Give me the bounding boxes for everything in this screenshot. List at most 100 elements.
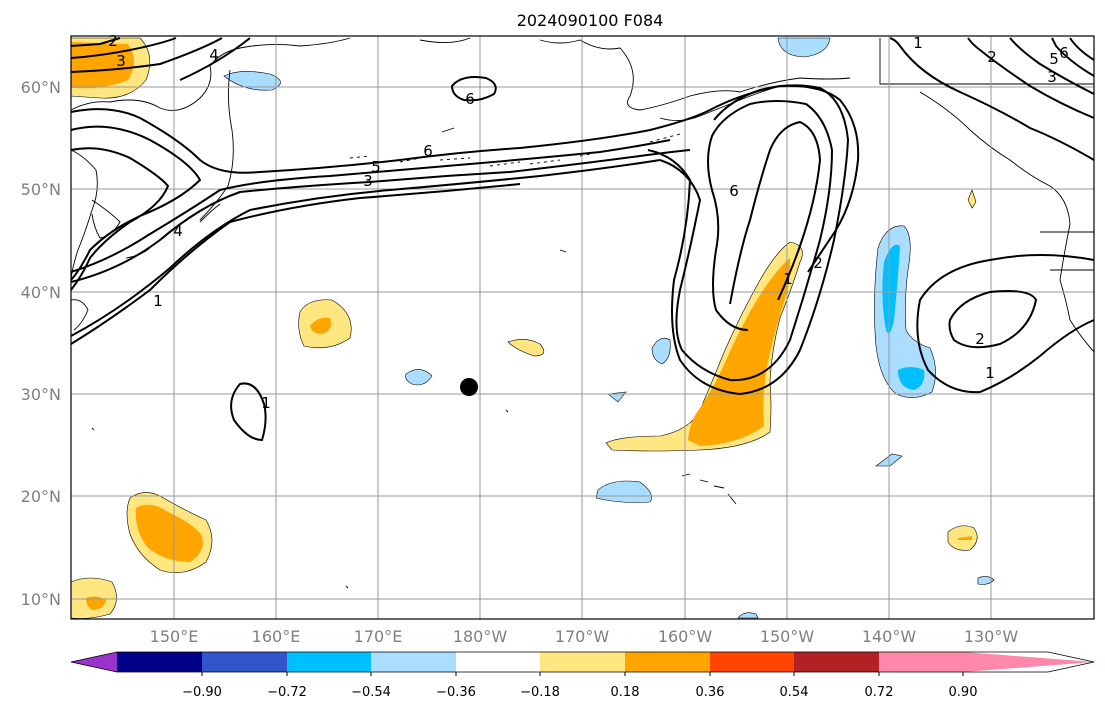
colorbar-tick-label: −0.90: [182, 685, 222, 700]
negative-anomaly-area: [977, 576, 995, 585]
sakhalin-coast: [70, 149, 98, 281]
colorbar-outline: [70, 651, 1095, 673]
contour-label: 5: [371, 158, 381, 176]
positive-anomaly-area: [507, 339, 545, 357]
map-frame: [70, 35, 1095, 620]
colorbar-extend-low: [71, 652, 117, 672]
contour-label: 3: [1047, 68, 1057, 86]
map-panel: 2 3 4 6 6 5 3 4 1 1 6 2 1 2 1 1 2 3 5 6: [70, 32, 1095, 620]
shaded-field: [70, 37, 995, 619]
contour-label: 6: [423, 142, 433, 160]
japan-coast: [70, 299, 89, 331]
contour-line: [729, 120, 822, 305]
contours: [70, 37, 1095, 442]
positive-anomaly-core: [310, 317, 331, 334]
colorbar-swatch: [456, 652, 540, 672]
contour-line: [230, 382, 267, 442]
lat-label: 10°N: [21, 590, 61, 609]
negative-anomaly-area: [651, 337, 671, 365]
contour-label: 1: [153, 292, 163, 310]
north-america-coast: [919, 91, 1095, 353]
contour-line: [948, 290, 1038, 349]
contour-label: 1: [783, 270, 793, 288]
alaska-coastline: [419, 37, 851, 111]
positive-anomaly-core: [958, 536, 972, 540]
lat-label: 40°N: [21, 283, 61, 302]
lat-label: 20°N: [21, 487, 61, 506]
positive-anomaly-core: [688, 258, 791, 446]
colorbar: −0.90 −0.72 −0.54 −0.36 −0.18 0.18 0.36 …: [70, 651, 1095, 700]
colorbar-tick-label: 0.54: [780, 685, 809, 700]
longitude-labels: 150°E 160°E 170°E 180°W 170°W 160°W 150°…: [150, 627, 1019, 646]
contour-label: 5: [1049, 50, 1059, 68]
contour-label: 6: [729, 182, 739, 200]
contour-label: 1: [913, 34, 923, 52]
contour-label-group: 2 3 4 6 6 5 3 4 1 1 6 2 1 2 1 1 2 3 5 6: [108, 32, 1069, 412]
colorbar-swatch: [371, 652, 456, 672]
contour-line: [70, 125, 202, 281]
contour-label: 4: [209, 46, 219, 64]
contour-label: 2: [987, 48, 997, 66]
colorbar-tick-label: −0.36: [436, 685, 476, 700]
contour-line: [70, 37, 121, 47]
contour-label: 6: [1059, 44, 1069, 62]
colorbar-swatch: [202, 652, 287, 672]
contour-label: 2: [813, 254, 823, 272]
positive-anomaly-core: [71, 42, 134, 89]
contour-line: [450, 76, 497, 102]
contour-line: [70, 84, 860, 273]
contour-line: [70, 183, 521, 345]
positive-anomaly-core: [135, 504, 203, 562]
colorbar-ticks: [201, 672, 964, 676]
colorbar-swatch: [625, 652, 710, 672]
negative-anomaly-area: [595, 480, 652, 503]
gridlines: [71, 36, 1094, 619]
lon-label: 130°W: [964, 627, 1019, 646]
contour-label: 6: [465, 90, 475, 108]
lon-label: 180°W: [453, 627, 508, 646]
negative-anomaly-area: [405, 369, 433, 386]
colorbar-tick-label: 0.18: [611, 685, 640, 700]
kamchatka-coastline: [70, 37, 351, 111]
negative-anomaly-area: [737, 612, 759, 619]
colorbar-swatch: [794, 652, 879, 672]
canada-border: [879, 38, 1094, 85]
colorbar-tick-label: −0.54: [351, 685, 391, 700]
contour-label: 1: [985, 364, 995, 382]
contour-line: [1051, 37, 1095, 77]
lon-label: 160°W: [658, 627, 713, 646]
colorbar-swatch: [879, 652, 963, 672]
colorbar-swatch: [117, 652, 202, 672]
contour-line: [70, 139, 671, 273]
lat-label: 60°N: [21, 78, 61, 97]
lon-label: 140°W: [862, 627, 917, 646]
hawaiian-islands: [681, 473, 737, 505]
contour-line: [179, 37, 251, 81]
negative-anomaly-core: [882, 244, 900, 334]
contour-label: 3: [363, 172, 373, 190]
alaska-peninsula: [659, 85, 781, 121]
contour-label: 1: [261, 394, 271, 412]
location-marker: [460, 378, 478, 396]
contour-line: [967, 37, 1095, 119]
positive-anomaly-core: [86, 596, 106, 610]
colorbar-tick-label: −0.18: [520, 685, 560, 700]
contour-line: [647, 84, 850, 396]
contour-label: 2: [108, 32, 118, 50]
lon-label: 150°W: [760, 627, 815, 646]
contour-line: [1009, 37, 1095, 95]
contour-line: [1069, 37, 1095, 61]
contour-label: 3: [116, 52, 126, 70]
contour-line: [70, 37, 177, 59]
contour-line: [659, 100, 834, 382]
lon-label: 160°E: [252, 627, 301, 646]
lat-label: 50°N: [21, 180, 61, 199]
lat-label: 30°N: [21, 385, 61, 404]
lon-label: 170°W: [555, 627, 610, 646]
contour-line: [916, 254, 1095, 394]
contour-line: [70, 37, 223, 73]
contour-line: [70, 147, 170, 291]
map-title: 2024090100 F084: [517, 11, 664, 30]
colorbar-swatch: [540, 652, 625, 672]
